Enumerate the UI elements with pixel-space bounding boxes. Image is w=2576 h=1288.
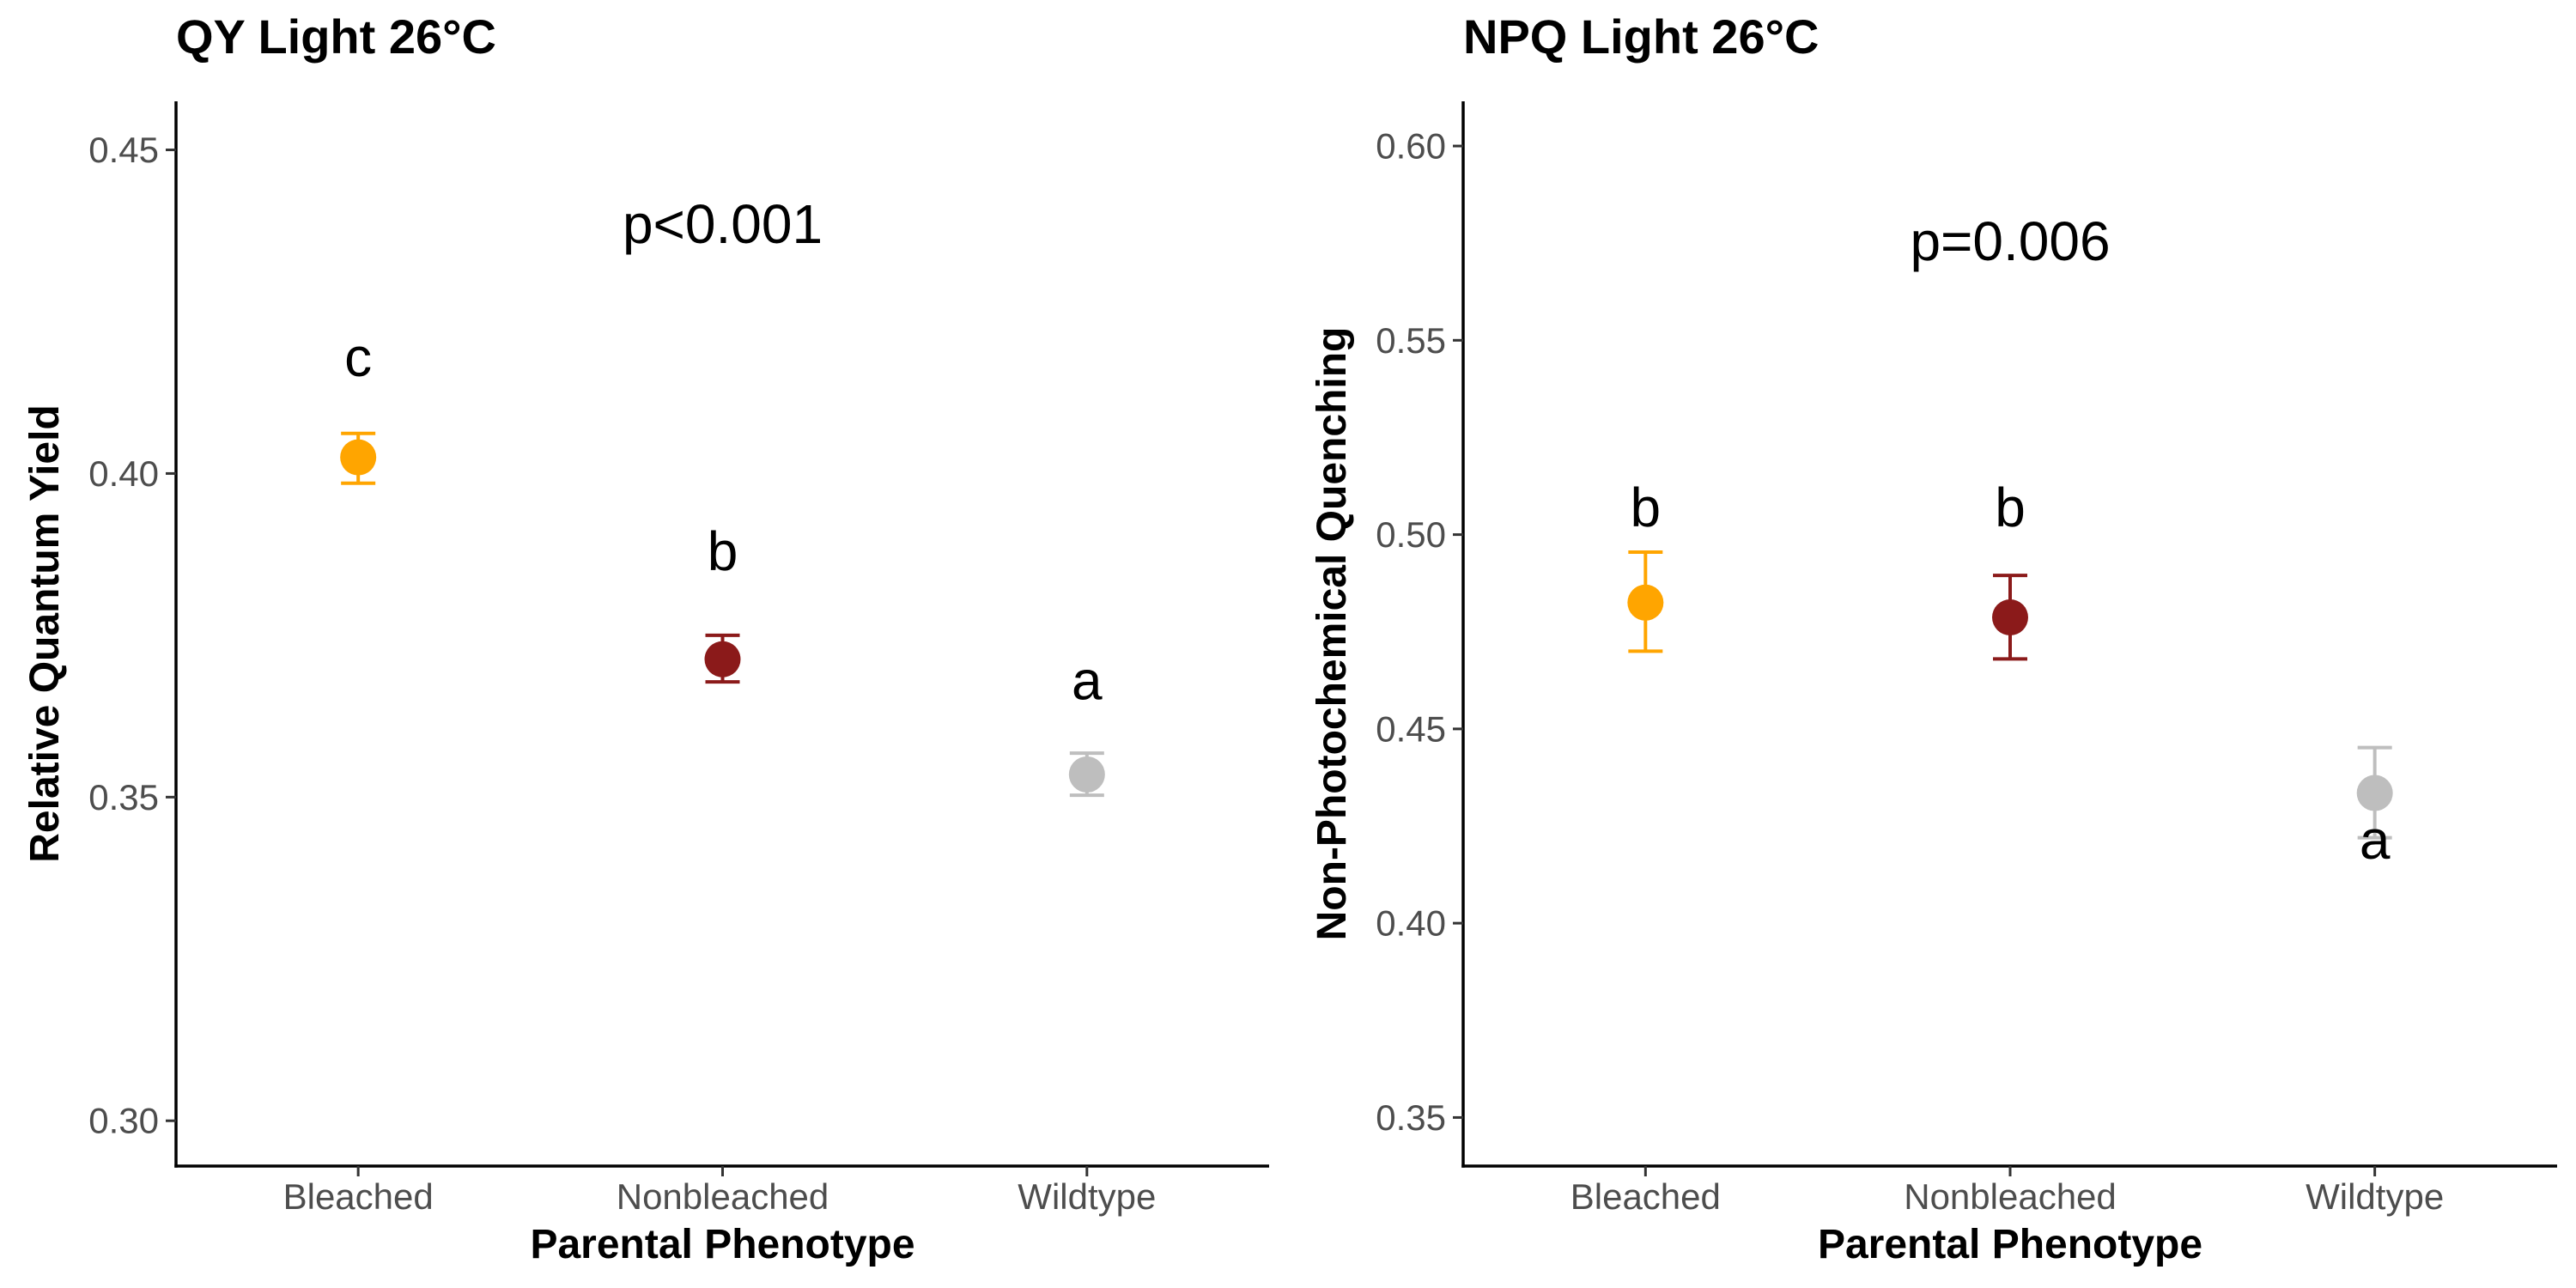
data-point (704, 641, 741, 677)
significance-letter: b (1631, 477, 1662, 538)
significance-letter: a (1072, 650, 1103, 712)
x-tick-label: Nonbleached (617, 1176, 829, 1217)
data-point (1068, 756, 1105, 793)
x-axis-title: Parental Phenotype (1818, 1222, 2202, 1267)
y-tick-label: 0.45 (88, 130, 159, 170)
y-tick-label: 0.35 (1376, 1097, 1446, 1138)
data-point (1992, 598, 2028, 635)
y-tick-label: 0.55 (1376, 320, 1446, 361)
significance-letter: b (708, 520, 738, 582)
p-value-label: p<0.001 (623, 193, 823, 255)
y-tick-label: 0.40 (1376, 903, 1446, 944)
y-tick-label: 0.60 (1376, 126, 1446, 167)
x-tick-label: Wildtype (1018, 1176, 1156, 1217)
y-tick-label: 0.45 (1376, 708, 1446, 749)
panel-title: NPQ Light 26°C (1463, 9, 1819, 64)
x-tick-label: Nonbleached (1904, 1176, 2117, 1217)
data-point (2356, 775, 2393, 811)
x-tick-label: Bleached (283, 1176, 434, 1217)
y-tick-label: 0.35 (88, 777, 159, 817)
y-axis-title: Relative Quantum Yield (22, 404, 68, 862)
data-point (1627, 584, 1664, 621)
x-axis-title: Parental Phenotype (530, 1222, 914, 1267)
panel-1: QY Light 26°C 0.30 0.35 0.40 0.45 Bleached Non… (22, 9, 1269, 1267)
y-tick-label: 0.40 (88, 453, 159, 494)
panel-2: NPQ Light 26°C 0.35 0.40 0.45 0.50 0.55 0.60 Bl… (1309, 9, 2557, 1267)
y-tick-label: 0.50 (1376, 514, 1446, 555)
x-tick-label: Bleached (1571, 1176, 1721, 1217)
data-point (340, 439, 377, 476)
panel-title: QY Light 26°C (176, 9, 496, 64)
significance-letter: b (1995, 477, 2026, 538)
y-tick-label: 0.30 (88, 1101, 159, 1141)
significance-letter: a (2360, 809, 2391, 871)
y-axis-title: Non-Photochemical Quenching (1309, 327, 1355, 941)
p-value-label: p=0.006 (1910, 210, 2110, 272)
significance-letter: c (344, 326, 372, 388)
x-tick-label: Wildtype (2306, 1176, 2444, 1217)
